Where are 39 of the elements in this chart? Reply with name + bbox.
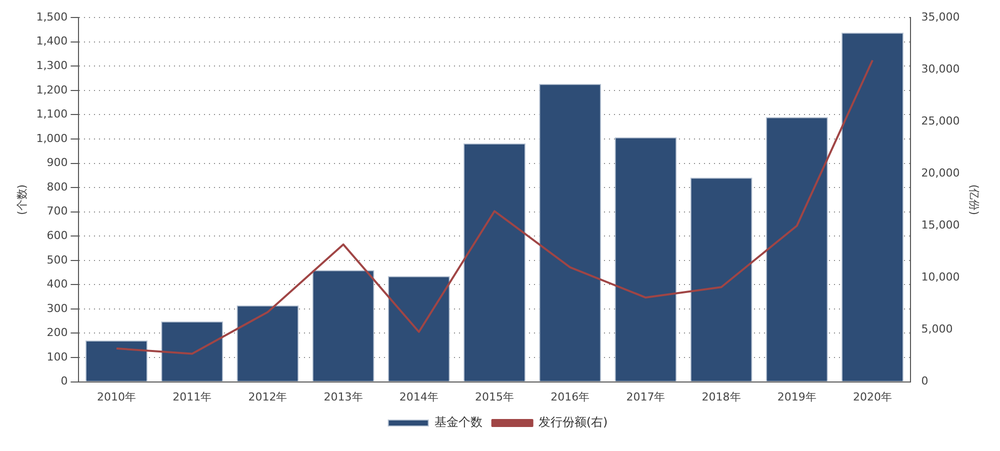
y-tick-label: 800 [46, 180, 68, 194]
y2-tick-label: 0 [921, 374, 928, 388]
x-tick-label: 2014年 [399, 390, 438, 404]
y2-tick-label: 15,000 [921, 218, 960, 232]
x-tick-label: 2011年 [172, 390, 212, 404]
y-tick-label: 100 [46, 350, 68, 364]
y2-tick-label: 30,000 [921, 62, 960, 76]
x-tick-label: 2015年 [475, 390, 514, 404]
x-tick-label: 2019年 [777, 390, 816, 404]
y2-tick-label: 35,000 [921, 10, 960, 24]
y2-tick-label: 25,000 [921, 114, 960, 128]
x-tick-label: 2017年 [626, 390, 666, 404]
y-axis-title: (个数) [15, 184, 28, 215]
legend-label: 基金个数 [434, 415, 482, 430]
y-tick-label: 600 [46, 228, 68, 242]
y-tick-label: 0 [60, 374, 68, 388]
y-tick-label: 1,200 [36, 83, 68, 96]
y-tick-label: 1,500 [36, 10, 68, 24]
x-tick-label: 2016年 [550, 390, 590, 404]
y-tick-label: 1,300 [36, 59, 68, 72]
y2-axis-title: (亿份) [968, 184, 981, 215]
y2-tick-label: 10,000 [921, 270, 960, 284]
y-tick-label: 1,000 [36, 132, 68, 145]
y-tick-label: 900 [46, 156, 68, 170]
x-tick-label: 2018年 [702, 390, 741, 404]
x-tick-label: 2012年 [248, 390, 288, 404]
y-tick-label: 400 [46, 278, 68, 291]
x-tick-label: 2013年 [324, 390, 363, 404]
y-tick-label: 700 [46, 204, 68, 218]
y-tick-label: 200 [46, 326, 68, 340]
y-tick-label: 1,100 [36, 108, 68, 121]
y-tick-label: 500 [46, 253, 68, 266]
y-tick-label: 1,400 [36, 34, 68, 48]
x-tick-label: 2010年 [96, 390, 136, 404]
y2-tick-label: 5,000 [921, 322, 953, 336]
y2-tick-label: 20,000 [921, 166, 960, 180]
y-tick-label: 300 [46, 302, 68, 315]
legend-label: 发行份额(右) [538, 415, 608, 430]
x-tick-label: 2020年 [853, 390, 892, 404]
